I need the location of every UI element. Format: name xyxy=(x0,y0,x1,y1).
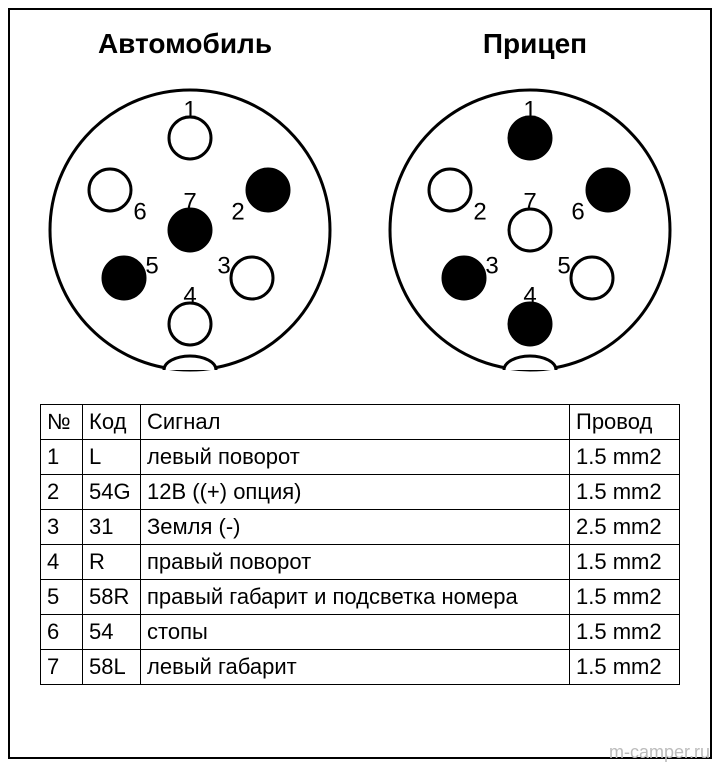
cell-wire: 1.5 mm2 xyxy=(570,545,680,580)
th-num: № xyxy=(41,405,83,440)
table-row: 254G12В ((+) опция)1.5 mm2 xyxy=(41,475,680,510)
pin-label-6: 6 xyxy=(133,199,146,226)
cell-wire: 1.5 mm2 xyxy=(570,650,680,685)
cell-signal: левый габарит xyxy=(141,650,570,685)
pin-label-7: 7 xyxy=(183,189,196,216)
connector-trailer: 1 6543 2 7 xyxy=(380,80,680,380)
cell-wire: 1.5 mm2 xyxy=(570,615,680,650)
outer-frame: Автомобиль Прицеп 1234567 1654327 № Код … xyxy=(8,8,712,759)
table-row: 654стопы1.5 mm2 xyxy=(41,615,680,650)
cell-num: 6 xyxy=(41,615,83,650)
cell-wire: 1.5 mm2 xyxy=(570,440,680,475)
pin-label-2: 2 xyxy=(231,199,244,226)
cell-signal: стопы xyxy=(141,615,570,650)
cell-signal: 12В ((+) опция) xyxy=(141,475,570,510)
connector-vehicle: 1 2345 6 7 xyxy=(40,80,340,380)
pin-label-4: 4 xyxy=(183,283,196,310)
cell-num: 5 xyxy=(41,580,83,615)
pin-label-4: 4 xyxy=(523,283,536,310)
cell-num: 4 xyxy=(41,545,83,580)
cell-wire: 1.5 mm2 xyxy=(570,475,680,510)
table-row: 331Земля (-)2.5 mm2 xyxy=(41,510,680,545)
title-left: Автомобиль xyxy=(10,28,360,60)
pin-3 xyxy=(231,257,273,299)
pin-label-1: 1 xyxy=(183,97,196,124)
cell-code: 54G xyxy=(83,475,141,510)
pin-5 xyxy=(103,257,145,299)
pin-label-5: 5 xyxy=(557,253,570,280)
titles-row: Автомобиль Прицеп xyxy=(10,10,710,60)
cell-signal: правый габарит и подсветка номера xyxy=(141,580,570,615)
cell-code: 54 xyxy=(83,615,141,650)
cell-num: 7 xyxy=(41,650,83,685)
table-header-row: № Код Сигнал Провод xyxy=(41,405,680,440)
pin-label-5: 5 xyxy=(145,253,158,280)
cell-code: 58L xyxy=(83,650,141,685)
cell-signal: правый поворот xyxy=(141,545,570,580)
table-row: 4Rправый поворот1.5 mm2 xyxy=(41,545,680,580)
cell-wire: 2.5 mm2 xyxy=(570,510,680,545)
pin-6 xyxy=(587,169,629,211)
pin-label-1: 1 xyxy=(523,97,536,124)
cell-num: 3 xyxy=(41,510,83,545)
pin-5 xyxy=(571,257,613,299)
pin-2 xyxy=(247,169,289,211)
cell-code: 58R xyxy=(83,580,141,615)
pin-label-6: 6 xyxy=(571,199,584,226)
cell-code: 31 xyxy=(83,510,141,545)
table-row: 1Lлевый поворот1.5 mm2 xyxy=(41,440,680,475)
cell-num: 2 xyxy=(41,475,83,510)
cell-num: 1 xyxy=(41,440,83,475)
cell-code: L xyxy=(83,440,141,475)
cell-code: R xyxy=(83,545,141,580)
cell-wire: 1.5 mm2 xyxy=(570,580,680,615)
pin-label-2: 2 xyxy=(473,199,486,226)
th-wire: Провод xyxy=(570,405,680,440)
pin-label-7: 7 xyxy=(523,189,536,216)
signal-table: № Код Сигнал Провод 1Lлевый поворот1.5 m… xyxy=(40,404,680,685)
pin-label-3: 3 xyxy=(217,253,230,280)
pin-6 xyxy=(89,169,131,211)
watermark-text: m-camper.ru xyxy=(609,742,710,763)
cell-signal: Земля (-) xyxy=(141,510,570,545)
pin-label-3: 3 xyxy=(485,253,498,280)
th-signal: Сигнал xyxy=(141,405,570,440)
title-right: Прицеп xyxy=(360,28,710,60)
table-row: 758Lлевый габарит1.5 mm2 xyxy=(41,650,680,685)
pin-3 xyxy=(443,257,485,299)
th-code: Код xyxy=(83,405,141,440)
table-row: 558Rправый габарит и подсветка номера1.5… xyxy=(41,580,680,615)
diagrams-row: 1234567 1654327 xyxy=(10,80,710,380)
pin-2 xyxy=(429,169,471,211)
cell-signal: левый поворот xyxy=(141,440,570,475)
